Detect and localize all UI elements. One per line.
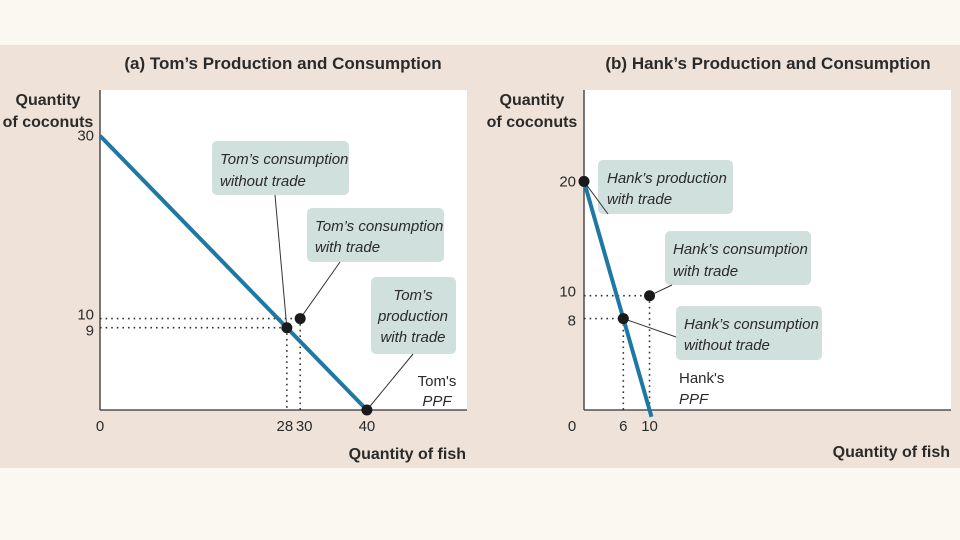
panel-a-callout-production-line3: with trade [380,329,445,346]
panel-b-leader-production [583,181,609,215]
panel-a-callout-without-trade-line1: Tom’s consumption [220,151,348,168]
panel-b-y-tick-20: 20 [559,173,576,190]
panel-a-leader-without-trade [274,194,288,328]
panel-b-title: (b) Hank’s Production and Consumption [605,54,930,73]
panel-b-callout-box-production [598,160,733,214]
panel-a-point-consumption-with-trade [294,313,306,325]
panel-b-point-production-with-trade [578,175,590,187]
panel-a-y-tick-9: 9 [86,323,94,340]
panel-a-x-tick-28: 28 [276,418,293,435]
panel-b-x-tick-0: 0 [568,418,576,435]
panel-b-leader-without-trade [623,318,677,338]
panel-b-y-axis-label-line2: of coconuts [487,114,578,131]
panel-b-callout-without-trade-line2: without trade [684,337,770,354]
panel-a-callout-box-without-trade [212,141,349,195]
panel-b-callout-box-without-trade [676,306,822,360]
panel-b-x-tick-6: 6 [619,418,627,435]
panel-a-leader-with-trade [299,261,341,319]
panel-b-callout-production-line2: with trade [607,191,672,208]
panel-a-y-axis-label-line2: of coconuts [3,114,94,131]
panel-b-point-consumption-with-trade [644,290,656,302]
panel-a-callout-without-trade-line2: without trade [220,173,306,190]
panel-a-callout-with-trade-line2: with trade [315,239,380,256]
panel-a-callout-production-line1: Tom’s [393,287,433,304]
panel-a-y-axis-label-line1: Quantity [16,92,81,109]
panel-a-point-consumption-without-trade [281,322,293,334]
panel-b: (b) Hank’s Production and Consumption Qu… [487,54,951,461]
panel-b-y-axis-label-line1: Quantity [500,92,565,109]
panel-a-ppf-label-line1: Tom's [418,373,457,390]
panel-a-ppf-line [98,134,369,412]
panel-a-x-tick-0: 0 [96,418,104,435]
panel-b-x-tick-10: 10 [641,418,658,435]
panel-a-leader-production [366,353,414,411]
panel-a-ppf-label-line2: PPF [422,393,452,410]
panel-a-callout-box-production [371,277,456,354]
panel-b-callout-production-line1: Hank’s production [607,170,727,187]
panel-a-x-tick-30: 30 [296,418,313,435]
panel-b-callout-box-with-trade [665,231,811,285]
panel-b-callout-with-trade-line2: with trade [673,263,738,280]
panel-a-x-axis-label: Quantity of fish [349,446,466,463]
panel-a-title: (a) Tom’s Production and Consumption [124,54,441,73]
panel-a-x-tick-40: 40 [359,418,376,435]
panel-b-x-axis-label: Quantity of fish [833,444,950,461]
panel-b-ppf-label-line2: PPF [679,391,709,408]
panel-a-callout-box-with-trade [307,208,444,262]
panel-a: (a) Tom’s Production and Consumption Qua… [3,54,467,463]
trade-figure: (a) Tom’s Production and Consumption Qua… [0,45,960,468]
panel-a-callout-production-line2: production [377,308,448,325]
panel-b-point-consumption-without-trade [617,313,629,325]
panel-a-point-production-with-trade [361,404,373,416]
panel-a-callout-with-trade-line1: Tom’s consumption [315,218,443,235]
panel-b-ppf-label-line1: Hank's [679,370,724,387]
panel-b-callout-with-trade-line1: Hank’s consumption [673,241,808,258]
panel-b-y-tick-10: 10 [559,284,576,301]
panel-a-y-tick-30: 30 [77,128,94,145]
panel-a-y-tick-10: 10 [77,307,94,324]
panel-b-callout-without-trade-line1: Hank’s consumption [684,316,819,333]
panel-b-ppf-line [582,180,654,418]
panel-b-y-tick-8: 8 [568,313,576,330]
